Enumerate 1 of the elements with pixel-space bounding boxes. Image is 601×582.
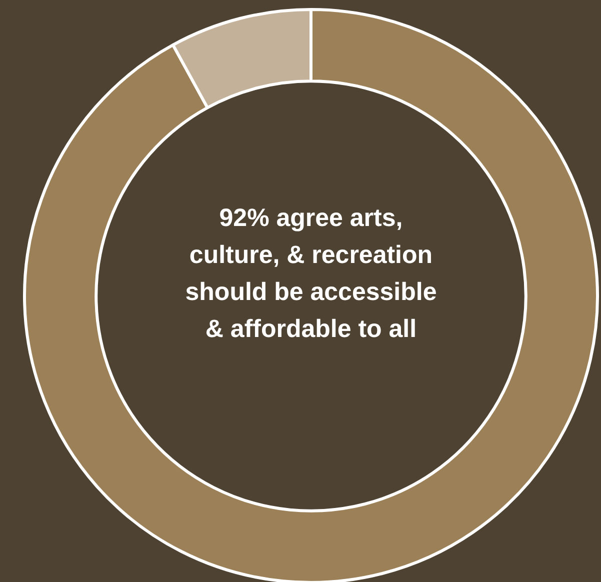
text: 92% agree arts, culture, & recreation should be accessible & affordable to all bbox=[184, 203, 438, 345]
